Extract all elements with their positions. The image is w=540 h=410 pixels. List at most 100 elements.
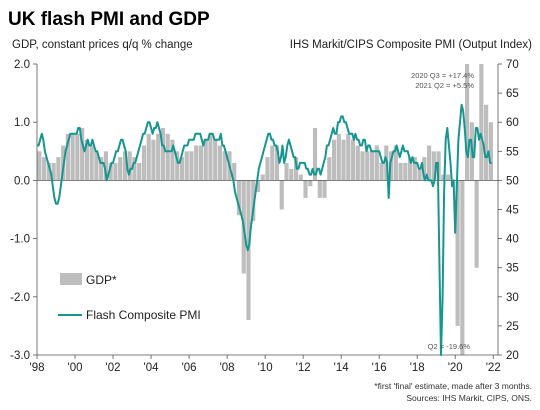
gdp-bar	[146, 133, 151, 181]
gdp-bar	[322, 180, 327, 198]
gdp-bar	[455, 180, 460, 326]
gdp-bar	[236, 180, 242, 216]
gdp-bar	[141, 145, 147, 181]
gdp-bar	[265, 157, 270, 181]
right-axis-label: IHS Markit/CIPS Composite PMI (Output In…	[290, 39, 532, 51]
gdp-bar	[488, 122, 493, 181]
legend-pmi-label: Flash Composite PMI	[86, 308, 201, 322]
x-tick-label: '08	[220, 362, 235, 374]
gdp-bar	[56, 157, 61, 181]
gdp-bar	[184, 151, 189, 181]
gdp-bar	[175, 151, 180, 181]
gdp-bar	[217, 145, 223, 181]
x-axis-ticks: '98 '00 '02 '04 '06 '08 '10 '12 '14 '16 '18 '20 '22	[30, 355, 501, 374]
sources: Sources: IHS Markit, CIPS, ONS.	[406, 393, 532, 403]
gdp-bar	[398, 162, 403, 181]
gdp-bar	[65, 133, 70, 181]
gdp-bar	[422, 157, 427, 181]
gdp-bar	[460, 180, 465, 355]
x-tick-label: '04	[144, 362, 160, 374]
gdp-bar	[170, 139, 175, 181]
x-tick-label: '16	[372, 362, 387, 374]
left-tick-label: -1.0	[10, 234, 30, 246]
left-tick-label: 0.0	[14, 175, 30, 187]
right-tick-label: 55	[506, 146, 519, 158]
right-tick-label: 50	[506, 175, 519, 187]
gdp-bar	[160, 128, 166, 181]
gdp-bar	[51, 162, 56, 181]
gdp-bar	[156, 133, 161, 181]
gdp-bar	[431, 151, 436, 181]
gdp-bar	[232, 162, 237, 181]
gdp-bar	[37, 151, 42, 181]
gdp-bar	[251, 180, 256, 222]
gdp-bar	[327, 157, 332, 181]
gdp-bar	[393, 145, 398, 181]
gdp-bar	[75, 133, 80, 181]
note-q2-2021: 2021 Q2 = +5.5%	[415, 81, 474, 90]
note-q3-2020: 2020 Q3 = +17.4%	[411, 71, 474, 80]
left-tick-label: -3.0	[10, 350, 30, 362]
gdp-bar	[213, 139, 218, 181]
right-tick-label: 70	[506, 59, 519, 71]
right-tick-label: 35	[506, 263, 519, 275]
gdp-bar	[446, 174, 451, 181]
chart-title: UK flash PMI and GDP	[8, 9, 210, 30]
gdp-bar	[132, 157, 137, 181]
x-tick-label: '18	[410, 362, 425, 374]
gdp-bar	[103, 151, 108, 181]
gdp-bar	[474, 180, 479, 268]
gdp-bar	[360, 151, 365, 181]
gdp-bar	[194, 145, 199, 181]
gdp-bar	[331, 139, 337, 181]
x-tick-label: '00	[68, 362, 83, 374]
gdp-bar	[122, 151, 127, 181]
gdp-bar	[203, 139, 208, 181]
gdp-bar	[279, 180, 284, 210]
gdp-bar	[336, 133, 341, 181]
note-q2-2020: Q2 = -19.6%	[428, 342, 471, 351]
gdp-bar	[312, 128, 318, 181]
gdp-bar	[484, 104, 489, 181]
left-tick-label: 1.0	[14, 117, 30, 129]
legend-gdp-label: GDP*	[86, 273, 117, 287]
gdp-bar	[479, 64, 484, 181]
gdp-bar	[412, 157, 417, 181]
x-tick-label: '98	[30, 362, 45, 374]
gdp-bar	[208, 133, 213, 181]
footnote: *first 'final' estimate, made after 3 mo…	[374, 381, 532, 391]
gdp-bar	[465, 64, 470, 181]
x-tick-label: '10	[258, 362, 273, 374]
x-tick-label: '14	[334, 362, 350, 374]
right-tick-label: 40	[506, 234, 519, 246]
gdp-bar	[165, 133, 170, 181]
right-tick-label: 25	[506, 321, 519, 333]
gdp-bar	[189, 151, 194, 181]
x-tick-label: '12	[296, 362, 311, 374]
right-tick-label: 45	[506, 205, 519, 217]
gdp-bar	[355, 145, 360, 181]
gdp-bar	[179, 157, 185, 181]
right-tick-label: 20	[506, 350, 519, 362]
gdp-bar	[260, 174, 265, 181]
gdp-bar	[408, 157, 413, 181]
gdp-bar	[108, 162, 113, 181]
gdp-bar	[118, 157, 123, 181]
gdp-bar	[403, 162, 408, 181]
gdp-bar	[308, 180, 313, 187]
gdp-bar	[417, 168, 422, 181]
legend-gdp-swatch	[60, 273, 82, 285]
gdp-bar	[222, 151, 227, 181]
gdp-bar	[99, 157, 104, 181]
gdp-bar	[303, 180, 308, 198]
gdp-bar	[42, 157, 47, 181]
x-tick-label: '02	[106, 362, 121, 374]
x-tick-label: '06	[182, 362, 197, 374]
gdp-bar	[289, 168, 294, 181]
gdp-bar	[350, 139, 356, 181]
right-tick-label: 30	[506, 292, 519, 304]
gdp-bar	[274, 145, 280, 181]
right-tick-label: 65	[506, 88, 519, 100]
gdp-bar	[365, 151, 370, 181]
gdp-bar	[369, 151, 375, 181]
